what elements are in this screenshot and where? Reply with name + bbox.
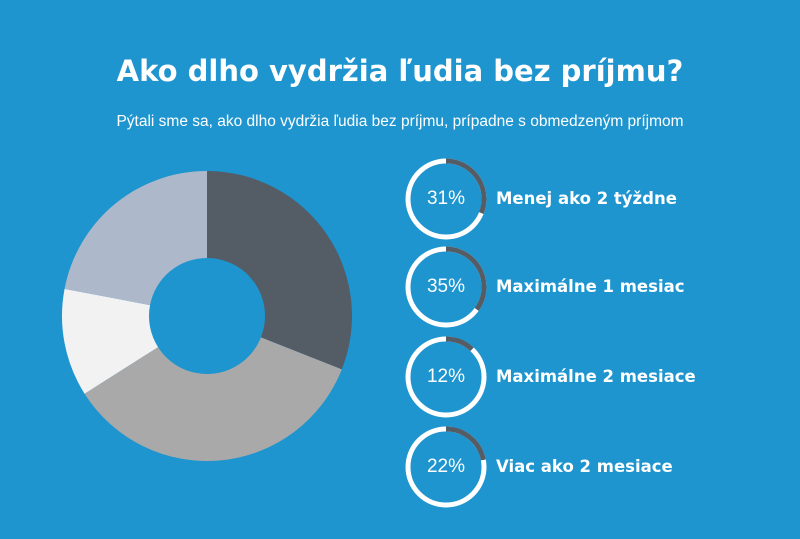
legend-label: Maximálne 1 mesiac	[496, 277, 685, 296]
chart-title: Ako dlho vydržia ľudia bez príjmu?	[116, 54, 684, 88]
ring-fill	[405, 336, 487, 418]
donut-slice	[84, 337, 342, 461]
legend-label: Viac ako 2 mesiace	[496, 457, 673, 476]
chart-subtitle: Pýtali sme sa, ako dlho vydržia ľudia be…	[116, 113, 684, 130]
legend-percent: 12%	[426, 366, 466, 387]
donut-slice	[64, 171, 207, 306]
legend-item: 12% Maximálne 2 mesiace	[404, 335, 794, 419]
donut-slice	[61, 288, 159, 394]
legend-percent: 35%	[426, 276, 466, 297]
donut-slice	[207, 171, 352, 370]
ring-fill	[405, 158, 487, 240]
legend-item: 31% Menej ako 2 týždne	[404, 157, 794, 241]
legend-percent: 31%	[426, 188, 466, 209]
legend-item: 22% Viac ako 2 mesiace	[404, 425, 794, 509]
percent-ring	[405, 336, 487, 418]
percent-ring	[405, 426, 487, 508]
ring-fill	[405, 426, 487, 508]
percent-ring	[405, 158, 487, 240]
legend-label: Maximálne 2 mesiace	[496, 367, 696, 386]
legend-label: Menej ako 2 týždne	[496, 189, 677, 208]
legend-item: 35% Maximálne 1 mesiac	[404, 245, 794, 329]
percent-ring	[405, 246, 487, 328]
legend-percent: 22%	[426, 456, 466, 477]
ring-fill	[405, 246, 487, 328]
